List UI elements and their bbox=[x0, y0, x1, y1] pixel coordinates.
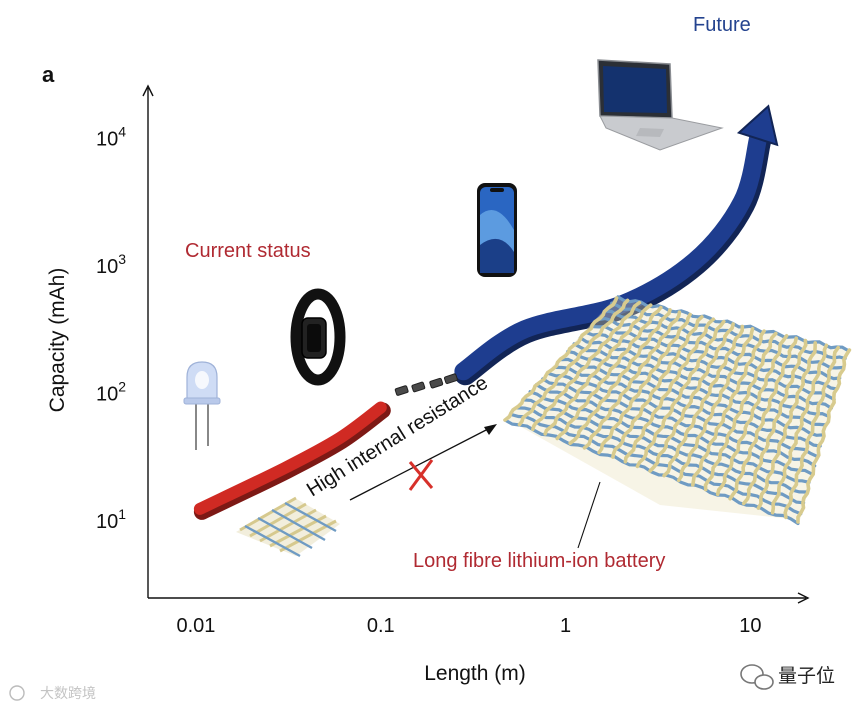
y-tick-labels: 101 102 103 104 bbox=[96, 124, 126, 534]
x-tick-label: 10 bbox=[739, 615, 761, 637]
series-current bbox=[193, 401, 391, 520]
series-layer bbox=[193, 104, 779, 520]
series-future bbox=[454, 104, 779, 386]
x-tick-label: 0.01 bbox=[177, 615, 216, 637]
y-axis-arrow bbox=[142, 84, 154, 97]
large-fabric-icon bbox=[503, 295, 852, 526]
y-tick-label: 103 bbox=[96, 251, 126, 278]
gap-cell bbox=[394, 385, 409, 396]
leader-line bbox=[577, 481, 601, 549]
watermark-left: 大数跨境 bbox=[9, 685, 96, 701]
current-status-label: Current status bbox=[185, 240, 311, 262]
y-tick-label: 102 bbox=[96, 379, 126, 406]
long-fibre-label: Long fibre lithium-ion battery bbox=[413, 550, 665, 572]
panel-label: a bbox=[42, 62, 55, 87]
gap-cell bbox=[411, 381, 426, 393]
smart-band-icon bbox=[290, 288, 346, 386]
led-icon bbox=[183, 361, 221, 450]
x-axis-label: Length (m) bbox=[424, 662, 526, 685]
gap-cell bbox=[443, 373, 458, 385]
x-tick-label: 0.1 bbox=[367, 615, 395, 637]
smartphone-icon bbox=[477, 183, 517, 277]
watermark-right: 量子位 bbox=[740, 664, 835, 690]
gap-cells bbox=[394, 373, 458, 396]
y-tick-label: 104 bbox=[96, 124, 126, 151]
x-tick-labels: 0.01 0.1 1 10 bbox=[177, 615, 762, 637]
watermark-left-logo-icon bbox=[9, 685, 25, 701]
gap-cell bbox=[429, 377, 444, 389]
y-axis-label: Capacity (mAh) bbox=[46, 268, 69, 413]
resistance-arrow bbox=[349, 424, 497, 501]
watermark-right-text: 量子位 bbox=[778, 665, 835, 687]
x-axis-arrow bbox=[797, 592, 810, 604]
x-tick-label: 1 bbox=[560, 615, 571, 637]
series-arrowhead bbox=[736, 104, 779, 147]
blocked-cross-icon bbox=[408, 459, 434, 491]
future-label: Future bbox=[693, 14, 751, 36]
small-fabric-icon bbox=[236, 496, 340, 558]
series-line bbox=[454, 129, 767, 381]
series-line bbox=[193, 401, 387, 515]
wechat-icon bbox=[740, 664, 774, 690]
axes bbox=[142, 84, 810, 604]
y-tick-label: 101 bbox=[96, 506, 126, 533]
watermark-left-text: 大数跨境 bbox=[40, 685, 96, 701]
laptop-icon bbox=[597, 59, 724, 151]
